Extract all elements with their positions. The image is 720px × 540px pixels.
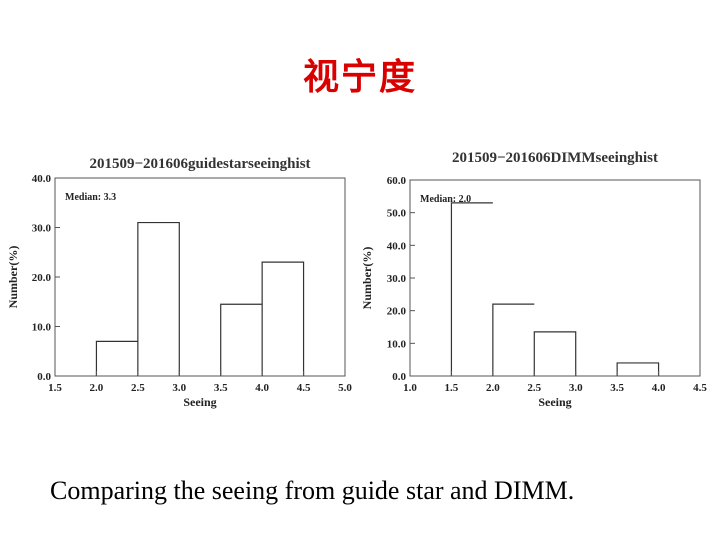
x-axis-label: Seeing — [538, 395, 571, 409]
chart-title: 201509−201606guidestarseeinghist — [89, 156, 310, 172]
histogram-bar — [220, 303, 263, 376]
y-tick-label: 60.0 — [387, 175, 407, 187]
chart-title: 201509−201606DIMMseeinghist — [452, 150, 658, 166]
histogram-bar — [533, 331, 577, 376]
x-tick-label: 3.0 — [569, 382, 583, 394]
x-tick-label: 4.5 — [297, 382, 311, 394]
y-tick-label: 20.0 — [387, 306, 407, 318]
guide-star-seeing-histogram: 201509−201606guidestarseeinghist 1.5 2.0 2.… — [6, 156, 352, 409]
slide-caption: Comparing the seeing from guide star and… — [50, 476, 575, 505]
y-tick-label: 40.0 — [32, 173, 52, 185]
histogram-bar — [450, 202, 493, 376]
y-axis-label: Number(%) — [6, 246, 20, 309]
plot-frame — [409, 179, 701, 377]
x-tick-label: 3.5 — [610, 382, 624, 394]
y-axis-label: Number(%) — [360, 247, 374, 310]
plot-frame — [54, 177, 346, 377]
y-tick-label: 40.0 — [387, 240, 407, 252]
x-axis-label: Seeing — [183, 395, 216, 409]
x-tick-label: 1.0 — [403, 382, 417, 394]
y-tick-label: 0.0 — [37, 371, 51, 383]
histogram-bar — [261, 261, 305, 376]
x-tick-label: 1.5 — [445, 382, 459, 394]
median-annotation: Median: 2.0 — [420, 194, 471, 205]
x-tick-label: 3.0 — [172, 382, 186, 394]
y-tick-label: 30.0 — [32, 223, 52, 235]
x-tick-label: 4.0 — [255, 382, 269, 394]
x-tick-label: 2.0 — [90, 382, 104, 394]
slide-title: 视宁度 — [302, 56, 417, 98]
histogram-bar — [616, 362, 660, 376]
y-tick-label: 10.0 — [387, 338, 407, 350]
y-tick-label: 0.0 — [392, 371, 406, 383]
x-tick-label: 2.0 — [486, 382, 500, 394]
x-tick-label: 4.0 — [652, 382, 666, 394]
x-tick-label: 1.5 — [48, 382, 62, 394]
y-tick-label: 30.0 — [387, 273, 407, 285]
y-tick-label: 10.0 — [32, 322, 52, 334]
x-tick-label: 2.5 — [527, 382, 541, 394]
y-tick-label: 20.0 — [32, 272, 52, 284]
x-tick-label: 2.5 — [131, 382, 145, 394]
histogram-bar — [137, 221, 180, 376]
y-tick-label: 50.0 — [387, 208, 407, 220]
x-tick-label: 3.5 — [214, 382, 228, 394]
x-tick-label: 5.0 — [338, 382, 352, 394]
x-tick-label: 4.5 — [693, 382, 707, 394]
histogram-bar — [95, 340, 138, 376]
median-annotation: Median: 3.3 — [65, 192, 116, 203]
histogram-bar — [492, 303, 535, 376]
dimm-seeing-histogram: 201509−201606DIMMseeinghist 1.0 1.5 2.0 2.5 3… — [360, 150, 707, 409]
